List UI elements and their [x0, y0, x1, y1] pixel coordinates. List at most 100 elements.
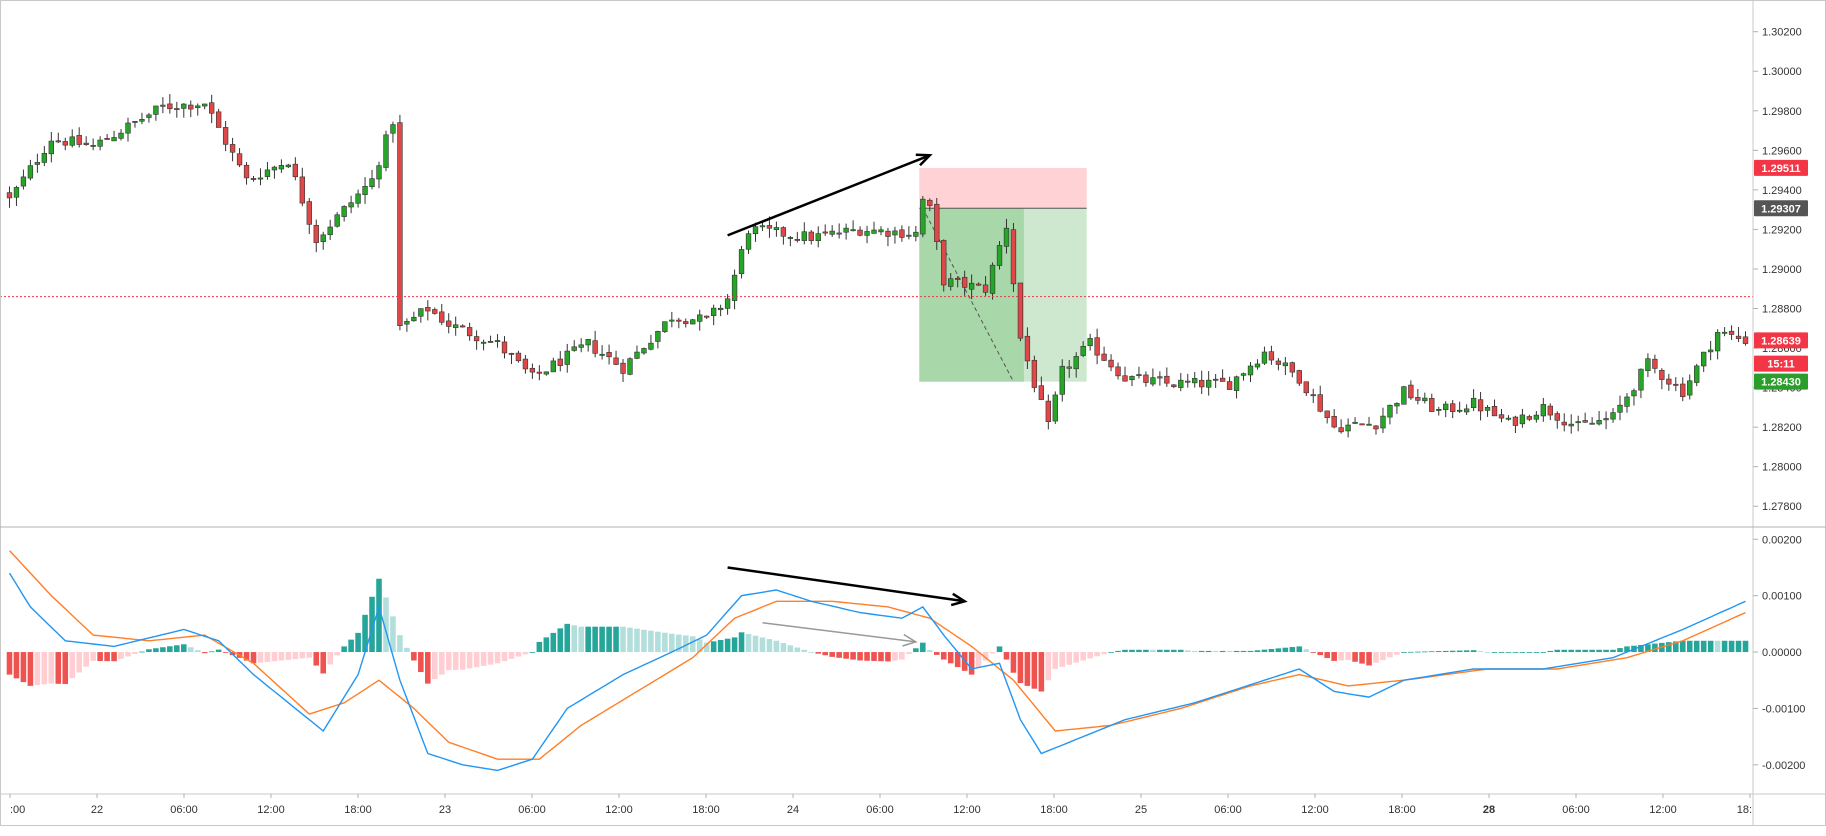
time-tick-label: 12:00	[1301, 804, 1329, 816]
price-trend-arrow[interactable]	[727, 154, 931, 237]
macd-histogram-bar	[599, 626, 605, 653]
histogram-divergence-arrow-head[interactable]	[902, 633, 918, 647]
macd-histogram-bar	[1108, 652, 1114, 653]
candle-body-up	[264, 169, 271, 177]
candle-body-up	[202, 103, 208, 107]
macd-histogram-bar	[76, 652, 82, 673]
macd-histogram-bar	[710, 641, 717, 653]
macd-histogram-bar	[550, 632, 557, 653]
macd-histogram-bar	[390, 616, 396, 653]
candle-body-down	[1324, 410, 1330, 418]
candle-body-up	[878, 229, 884, 233]
candle-body-up	[1345, 424, 1351, 432]
macd-histogram-bar	[90, 652, 96, 661]
price-tick-label: 1.29000	[1762, 264, 1802, 276]
macd-histogram-bar	[1686, 640, 1693, 653]
macd-histogram-bar	[1568, 649, 1575, 653]
macd-histogram-bar	[1101, 652, 1107, 655]
macd-histogram-bar	[1080, 652, 1086, 661]
macd-histogram-bar	[41, 652, 48, 685]
candle-body-down	[83, 142, 89, 145]
price-tick-label: 1.28000	[1762, 462, 1802, 474]
candle-body-down	[1219, 377, 1226, 382]
candle-body-up	[920, 198, 926, 235]
macd-histogram-bar	[968, 652, 975, 675]
candle-body-down	[975, 283, 982, 286]
overlay-layer[interactable]	[0, 153, 1753, 647]
candle-body-down	[76, 135, 82, 145]
candle-body-up	[195, 105, 201, 108]
candle-body-up	[1617, 404, 1623, 413]
candle-body-up	[355, 193, 361, 204]
macd-histogram-bar	[1122, 649, 1128, 653]
macd-histogram-bar	[676, 634, 682, 653]
macd-histogram-bar	[341, 646, 347, 653]
macd-histogram-bar	[376, 578, 382, 653]
macd-histogram-bar	[515, 652, 522, 657]
histogram-divergence-arrow[interactable]	[762, 621, 916, 643]
candle-body-down	[1338, 427, 1344, 433]
macd-histogram-bar	[696, 639, 703, 653]
stop-loss-zone[interactable]	[919, 167, 1087, 209]
macd-histogram-bar	[724, 638, 731, 653]
macd-histogram-bar	[606, 626, 612, 653]
macd-histogram-bar	[139, 651, 145, 653]
macd-histogram-bar	[404, 647, 410, 653]
macd-histogram-bar	[536, 641, 543, 653]
price-tick-label: 1.29400	[1762, 185, 1802, 197]
macd-histogram-bar	[1087, 652, 1093, 659]
candle-body-down	[1526, 416, 1533, 420]
candle-body-down	[885, 230, 891, 237]
macd-histogram-bar	[1693, 640, 1700, 653]
price-badge-label: 15:11	[1767, 359, 1795, 371]
macd-histogram-bar	[940, 652, 947, 660]
macd-histogram-bar	[13, 652, 20, 679]
macd-histogram-bar	[1331, 652, 1337, 661]
candle-body-up	[1261, 351, 1268, 364]
candle-body-down	[1561, 421, 1567, 426]
macd-histogram-bar	[62, 652, 69, 684]
macd-histogram-bar	[1596, 649, 1602, 653]
macd-histogram-bar	[669, 633, 675, 653]
macd-histogram-bar	[857, 652, 863, 661]
macd-histogram-bar	[320, 652, 327, 674]
candle-body-down	[794, 239, 800, 241]
candle-body-down	[1659, 369, 1665, 380]
price-tick-label: 1.30000	[1762, 66, 1802, 78]
candle-body-down	[292, 163, 299, 178]
macd-histogram-bar	[355, 632, 361, 653]
macd-histogram-bar	[1512, 652, 1519, 653]
macd-histogram-bar	[773, 640, 780, 653]
candle-body-down	[1742, 336, 1749, 344]
price-tick-label: 1.30200	[1762, 27, 1802, 39]
candle-body-down	[62, 141, 68, 146]
macd-histogram-bar	[97, 652, 103, 662]
candle-body-up	[892, 230, 898, 236]
candle-body-up	[745, 233, 752, 250]
candle-body-down	[250, 178, 257, 180]
macd-histogram-bar	[794, 647, 801, 653]
macd-histogram-bar	[180, 644, 187, 653]
candle-body-up	[327, 226, 333, 236]
candle-body-up	[1052, 394, 1058, 422]
price-trend-arrow-head[interactable]	[915, 153, 933, 167]
macd-histogram-bar	[1449, 650, 1456, 653]
macd-histogram-bar	[1282, 647, 1289, 653]
macd-histogram-bar	[125, 652, 131, 657]
candle-body-up	[1631, 390, 1637, 397]
macd-divergence-arrow-head[interactable]	[950, 592, 968, 607]
candle-body-down	[522, 358, 529, 370]
macd-histogram-bar	[208, 651, 215, 653]
candle-body-up	[1638, 368, 1644, 391]
candle-body-down	[613, 357, 619, 365]
macd-divergence-arrow[interactable]	[727, 566, 965, 603]
macd-histogram-bar	[836, 652, 842, 658]
candle-body-down	[306, 201, 312, 225]
candle-body-up	[1178, 379, 1184, 388]
macd-histogram-bar	[1184, 650, 1191, 653]
macd-histogram-bar	[808, 652, 815, 653]
macd-histogram-bar	[132, 652, 138, 655]
